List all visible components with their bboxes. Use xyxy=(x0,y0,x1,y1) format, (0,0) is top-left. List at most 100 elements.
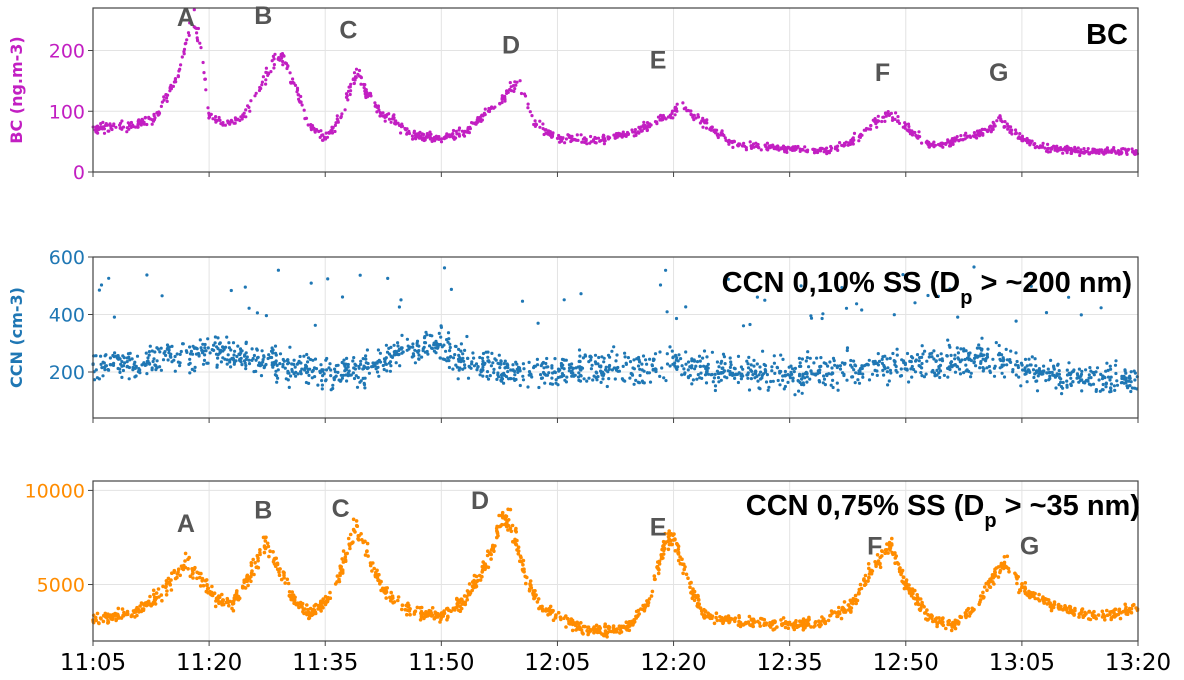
data-point xyxy=(119,126,123,130)
data-point xyxy=(479,370,483,374)
data-point xyxy=(737,142,741,146)
data-point xyxy=(1113,607,1117,612)
data-point xyxy=(719,378,723,382)
data-point xyxy=(162,98,166,102)
data-point xyxy=(106,368,110,372)
data-point xyxy=(737,619,741,624)
data-point xyxy=(422,132,426,137)
data-point xyxy=(857,139,861,143)
data-point xyxy=(957,138,961,142)
data-point xyxy=(319,129,323,133)
data-point xyxy=(809,625,813,629)
data-point xyxy=(445,606,450,611)
data-point xyxy=(1107,150,1111,154)
data-point xyxy=(172,568,177,573)
data-point xyxy=(698,121,703,125)
data-point xyxy=(325,356,329,361)
data-point xyxy=(680,364,684,368)
data-point xyxy=(975,355,980,359)
data-point xyxy=(534,123,539,127)
data-point xyxy=(857,591,861,596)
data-point xyxy=(407,603,411,608)
data-point xyxy=(376,578,381,582)
data-point xyxy=(315,128,319,132)
data-point xyxy=(541,122,545,126)
data-point xyxy=(742,141,746,145)
data-point xyxy=(121,368,125,373)
data-point xyxy=(869,568,874,573)
data-point xyxy=(259,374,264,378)
data-point xyxy=(923,611,927,615)
data-point xyxy=(1023,372,1027,376)
data-point xyxy=(636,364,641,368)
data-point xyxy=(470,588,475,593)
data-point xyxy=(298,100,302,104)
data-point xyxy=(333,367,337,371)
data-point xyxy=(1033,142,1037,146)
data-point xyxy=(300,367,304,371)
data-point xyxy=(957,357,961,361)
data-point xyxy=(221,345,225,349)
data-point xyxy=(750,369,754,373)
data-point xyxy=(744,148,749,152)
data-point xyxy=(569,139,573,144)
data-point xyxy=(246,583,250,588)
data-point xyxy=(131,123,135,127)
data-point xyxy=(106,621,110,625)
data-point xyxy=(978,366,982,370)
data-point xyxy=(783,150,787,154)
data-point xyxy=(1065,151,1069,155)
data-point xyxy=(894,111,898,115)
data-point xyxy=(938,358,942,362)
data-point xyxy=(1069,608,1074,613)
data-point xyxy=(663,531,667,536)
data-point xyxy=(1031,591,1036,595)
data-point xyxy=(798,361,802,365)
data-point xyxy=(972,131,977,135)
data-point xyxy=(128,358,132,362)
data-point xyxy=(336,119,340,123)
data-point xyxy=(1002,375,1007,379)
data-point xyxy=(264,535,268,540)
data-point xyxy=(1005,554,1010,559)
data-point xyxy=(480,568,485,573)
data-point xyxy=(602,356,606,360)
data-point xyxy=(674,105,678,109)
data-point xyxy=(967,614,972,618)
data-point xyxy=(244,108,248,112)
data-point xyxy=(415,605,420,610)
data-point xyxy=(348,532,353,537)
data-point xyxy=(267,353,271,357)
data-point xyxy=(1047,601,1052,606)
data-point xyxy=(710,350,715,354)
data-point xyxy=(343,555,348,559)
data-point xyxy=(1034,364,1038,368)
data-point xyxy=(269,70,273,74)
data-point xyxy=(487,109,492,114)
data-point xyxy=(658,374,662,378)
data-point xyxy=(918,364,922,368)
data-point xyxy=(1034,379,1038,383)
data-point xyxy=(463,366,467,370)
data-point xyxy=(1028,370,1032,374)
data-point xyxy=(998,357,1002,361)
data-point xyxy=(906,122,911,126)
data-point xyxy=(1058,376,1062,380)
data-point xyxy=(682,367,686,371)
data-point xyxy=(513,537,517,542)
data-point xyxy=(809,316,814,320)
data-point xyxy=(599,369,603,373)
data-point xyxy=(506,90,510,94)
data-point xyxy=(623,351,627,355)
data-point xyxy=(390,594,395,598)
data-point xyxy=(791,379,795,383)
data-point xyxy=(341,373,345,377)
data-point xyxy=(194,346,199,350)
data-point xyxy=(1048,376,1052,381)
data-point xyxy=(680,373,684,377)
data-point xyxy=(149,603,153,608)
data-point xyxy=(786,373,790,377)
data-point xyxy=(520,299,525,303)
data-point xyxy=(769,379,773,384)
data-point xyxy=(673,361,677,365)
